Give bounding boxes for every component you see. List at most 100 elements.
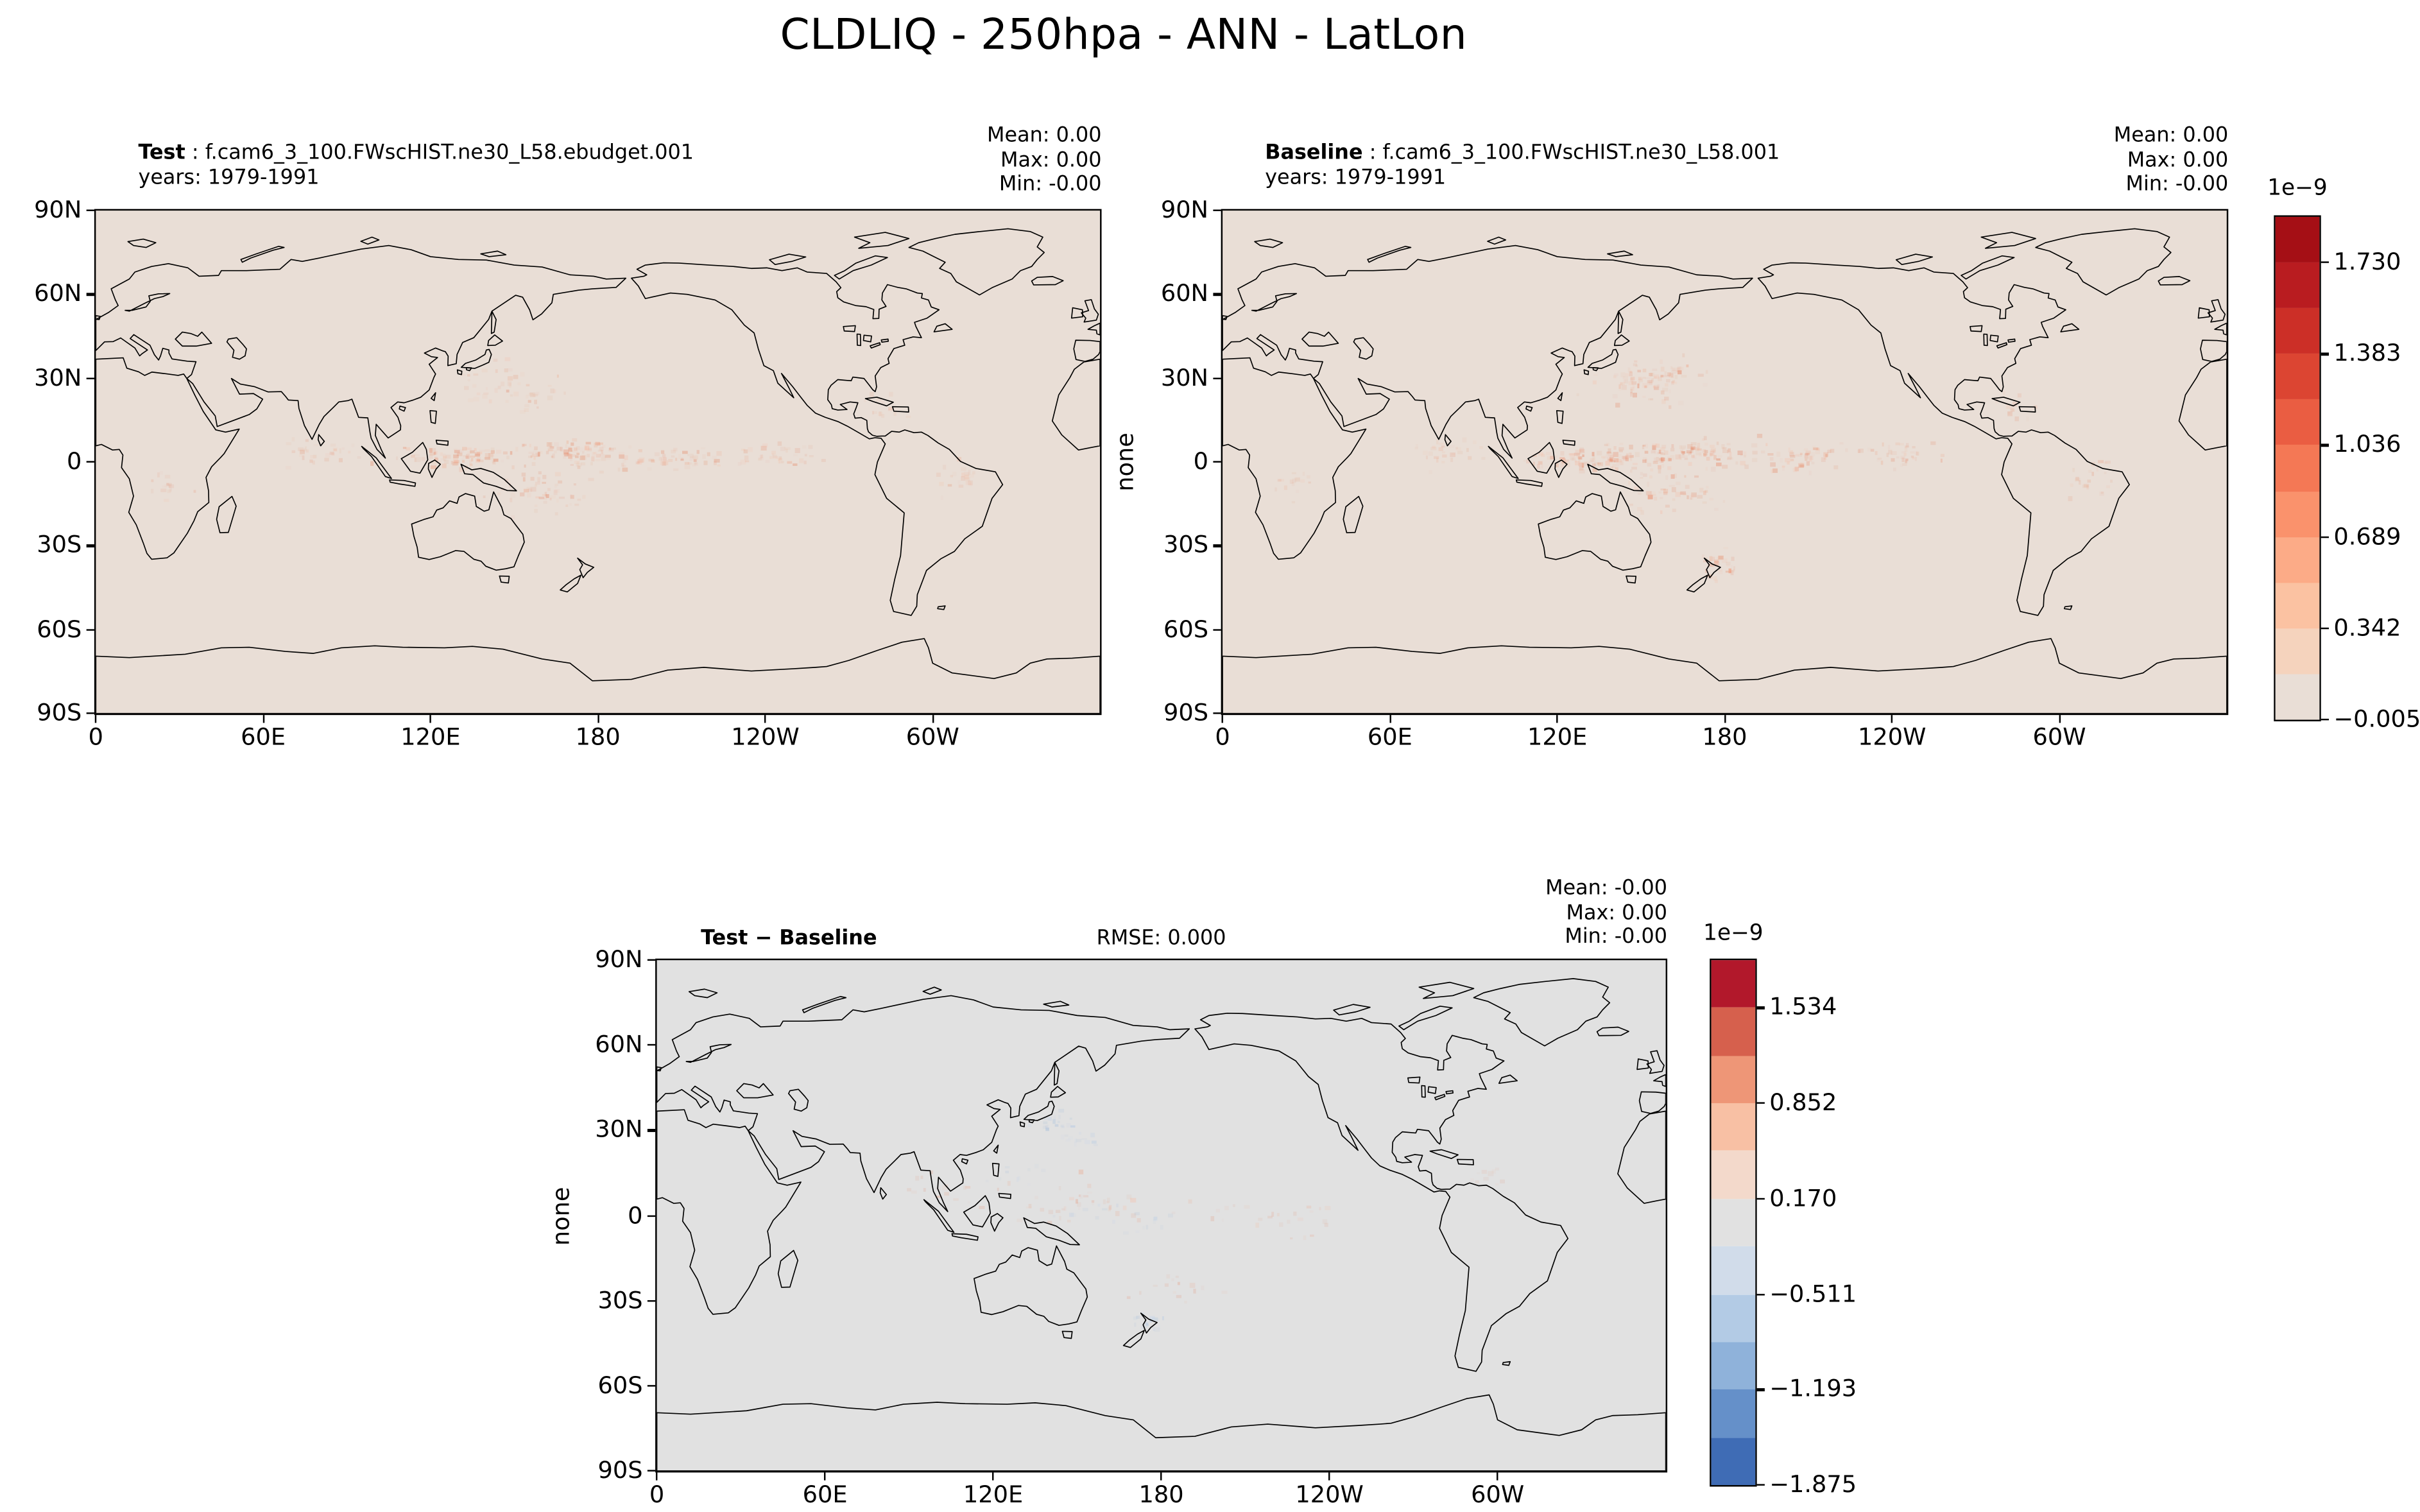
rmse-label: RMSE: 0.000 [1096, 927, 1226, 951]
lon-tick-mark [1389, 715, 1391, 723]
lat-tick-label: 30N [595, 1115, 643, 1144]
lat-tick-mark [1213, 377, 1221, 379]
lat-tick-mark [647, 1384, 656, 1387]
colorbar-segment [1711, 1294, 1756, 1342]
map-baseline: 90N 60N 30N 0 30S 60S 90S 0 60E 120E 180 120W 60W [1161, 198, 2229, 749]
lon-tick-mark [1891, 715, 1893, 723]
colorbar-tick-mark [2321, 535, 2329, 538]
colorbar-segment [2275, 216, 2320, 263]
panel-diff-stats: Mean: -0.00 Max: 0.00 Min: -0.00 [1353, 877, 1667, 950]
lon-tick-label: 180 [1138, 1480, 1184, 1509]
lat-tick-label: 30S [597, 1285, 643, 1314]
lon-tick-label: 180 [1702, 723, 1747, 752]
panel-test-label: Test [138, 141, 185, 166]
world-map-canvas [1223, 228, 2227, 714]
colorbar-tick-mark [1756, 1293, 1765, 1296]
lat-tick-label: 90N [595, 945, 643, 974]
lat-tick-label: 90S [37, 698, 82, 727]
lon-tick-label: 60W [905, 723, 959, 752]
lat-tick-label: 30N [34, 363, 82, 392]
colorbar-segment [1711, 1198, 1756, 1247]
world-map-canvas [96, 228, 1101, 714]
lat-tick-mark [86, 544, 94, 547]
stat-min: Min: -0.00 [999, 173, 1102, 197]
map-test: 90N 60N 30N 0 30S 60S 90S 0 60E 120E 180 120W 60W [34, 198, 1102, 749]
lat-tick-label: 0 [628, 1200, 643, 1229]
lat-tick-label: 60N [1160, 279, 1209, 308]
lon-tick-mark [597, 715, 599, 723]
colorbar-tick-mark [2321, 353, 2329, 356]
world-map-canvas [656, 978, 1666, 1471]
panel-baseline-title: Baseline : f.cam6_3_100.FWscHIST.ne30_L5… [1265, 141, 1780, 166]
colorbar-diff: 1.534 0.852 0.170 −0.511 −1.193 −1.875 [1710, 958, 1857, 1496]
colorbar-segment [2275, 674, 2320, 720]
panel-test-years: years: 1979-1991 [138, 166, 320, 191]
colorbar-segment [2275, 308, 2320, 354]
stat-min: Min: -0.00 [1565, 925, 1668, 950]
lon-tick-mark [94, 715, 97, 723]
colorbar-segment [2275, 628, 2320, 674]
figure-title: CLDLIQ - 250hpa - ANN - LatLon [780, 11, 1468, 60]
lat-tick-label: 90N [1160, 195, 1209, 224]
lat-tick-mark [86, 377, 94, 379]
lon-tick-label: 0 [88, 723, 104, 752]
lat-tick-label: 0 [1193, 447, 1209, 476]
lon-tick-mark [991, 1472, 995, 1481]
colorbar-tick-label: 1.383 [2333, 339, 2401, 368]
lon-tick-mark [429, 715, 432, 723]
colorbar-segment [2275, 582, 2320, 629]
colorbar-tick-mark [2321, 718, 2329, 721]
colorbar-segment [1711, 1437, 1756, 1485]
colorbar-tick-label: −1.193 [1769, 1375, 1857, 1404]
lon-tick-label: 0 [1215, 723, 1230, 752]
colorbar-tick-label: 0.342 [2333, 613, 2401, 642]
colorbar-tick-mark [2321, 444, 2329, 447]
colorbar-segment [2275, 491, 2320, 537]
colorbar-tick-label: 1.036 [2333, 430, 2401, 459]
colorbar-segment [1711, 1055, 1756, 1104]
stat-mean: Mean: -0.00 [1545, 877, 1668, 901]
lon-tick-mark [1328, 1472, 1331, 1481]
lat-tick-mark [86, 628, 94, 631]
lat-tick-label: 90S [597, 1456, 643, 1484]
panel-baseline-label: Baseline [1265, 141, 1363, 166]
colorbar-diff-scale-label: 1e−9 [1703, 920, 1764, 947]
lat-tick-mark [647, 1044, 656, 1047]
lat-tick-mark [647, 1129, 656, 1132]
panel-diff-label: Test − Baseline [701, 927, 877, 951]
lon-tick-mark [262, 715, 264, 723]
lat-tick-mark [1213, 544, 1221, 547]
lat-tick-label: 0 [66, 447, 82, 476]
colorbar-segment [2275, 445, 2320, 492]
stat-mean: Mean: 0.00 [2113, 124, 2229, 148]
stat-max: Max: 0.00 [1000, 148, 1102, 173]
panel-baseline-years: years: 1979-1991 [1265, 166, 1446, 191]
diff-y-axis-label: none [547, 1187, 576, 1246]
lat-tick-mark [647, 1300, 656, 1302]
lon-tick-label: 60E [241, 723, 286, 752]
colorbar-tick-label: −1.875 [1769, 1470, 1857, 1499]
lat-tick-label: 60S [37, 614, 82, 643]
lon-tick-mark [764, 715, 767, 723]
panel-baseline-stats: Mean: 0.00 Max: 0.00 Min: -0.00 [1914, 124, 2229, 197]
lon-tick-label: 180 [575, 723, 621, 752]
stat-max: Max: 0.00 [1566, 901, 1668, 925]
colorbar-tick-label: −0.005 [2333, 705, 2420, 734]
panel-baseline-header: Baseline : f.cam6_3_100.FWscHIST.ne30_L5… [1265, 141, 1780, 191]
stat-max: Max: 0.00 [2127, 148, 2229, 173]
lon-tick-mark [823, 1472, 827, 1481]
colorbar-tick-label: −0.511 [1769, 1279, 1857, 1308]
colorbar-tick-label: 0.170 [1769, 1183, 1837, 1212]
colorbar-tick-mark [1756, 1102, 1765, 1104]
panel-test-run-name: : f.cam6_3_100.FWscHIST.ne30_L58.ebudget… [185, 141, 694, 166]
colorbar-segment [1711, 1103, 1756, 1151]
colorbar-segment [1711, 1246, 1756, 1294]
lon-tick-mark [1723, 715, 1726, 723]
lat-tick-label: 90N [34, 195, 82, 224]
panel-test-header: Test : f.cam6_3_100.FWscHIST.ne30_L58.eb… [138, 141, 694, 191]
lon-tick-label: 120W [1858, 723, 1927, 752]
lon-tick-label: 120W [1295, 1480, 1364, 1509]
colorbar-tick-mark [2321, 627, 2329, 630]
lon-tick-mark [931, 715, 934, 723]
lat-tick-mark [1213, 712, 1221, 715]
